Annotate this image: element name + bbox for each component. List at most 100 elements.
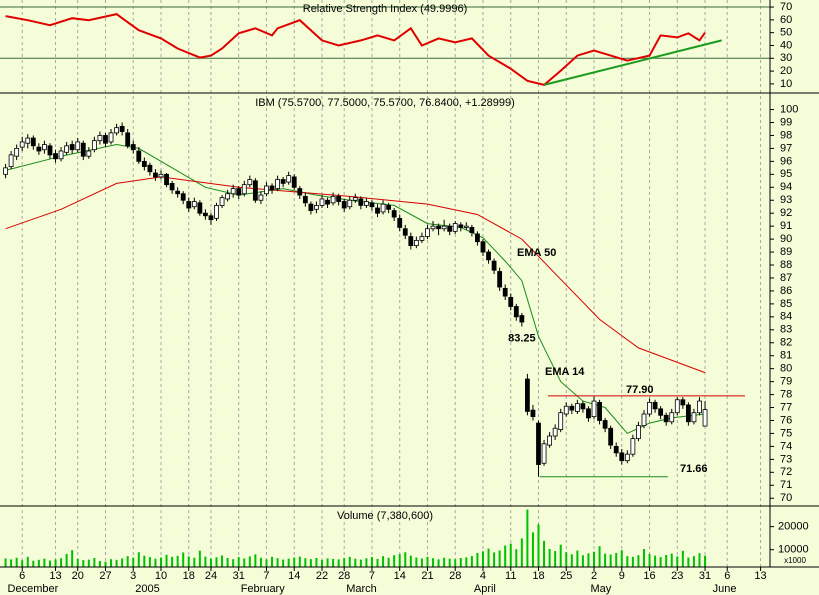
x-tick-label: 2 bbox=[591, 570, 597, 582]
candle-body bbox=[119, 125, 125, 132]
candle-body bbox=[702, 409, 708, 427]
y-tick-label: 85 bbox=[780, 298, 792, 310]
candle-body bbox=[475, 233, 480, 243]
candle-body bbox=[36, 146, 42, 152]
y-tick-label: 71 bbox=[780, 479, 792, 491]
y-tick-label: 96 bbox=[780, 155, 792, 167]
candle-body bbox=[563, 405, 569, 415]
volume-bar bbox=[148, 557, 151, 567]
volume-bar bbox=[587, 553, 590, 567]
volume-bar bbox=[520, 538, 523, 567]
candle-body bbox=[630, 438, 636, 455]
candle-body bbox=[258, 194, 264, 201]
candle-body bbox=[674, 399, 680, 414]
y-tick-label: 73 bbox=[780, 453, 792, 465]
volume-bar bbox=[559, 544, 562, 567]
candle-body bbox=[247, 179, 253, 186]
candle-body bbox=[558, 412, 564, 430]
y-tick-label: 76 bbox=[780, 414, 792, 426]
candle-body bbox=[30, 137, 36, 147]
volume-bar bbox=[593, 551, 596, 567]
candle-body bbox=[430, 225, 436, 230]
volume-bar bbox=[365, 558, 368, 567]
level-label: 71.66 bbox=[680, 463, 708, 475]
volume-bar bbox=[493, 552, 496, 567]
panel-title: Volume (7,380,600) bbox=[337, 510, 433, 522]
x-tick-label: 18 bbox=[532, 570, 544, 582]
volume-bar bbox=[692, 556, 695, 567]
candle-body bbox=[358, 198, 364, 206]
volume-bar bbox=[243, 558, 246, 567]
volume-bar bbox=[481, 551, 484, 567]
candle-body bbox=[47, 145, 53, 156]
volume-bar bbox=[43, 558, 46, 567]
y-tick-label: 20000 bbox=[778, 521, 809, 533]
candle-body bbox=[64, 145, 70, 153]
volume-bar bbox=[87, 559, 90, 567]
y-tick-label: 97 bbox=[780, 142, 792, 154]
volume-bar bbox=[110, 559, 113, 567]
candle-body bbox=[402, 228, 408, 236]
volume-bar bbox=[71, 550, 74, 567]
volume-bar bbox=[465, 557, 468, 567]
candle-body bbox=[352, 197, 358, 201]
series-label: EMA 50 bbox=[517, 247, 556, 259]
x-tick-label: 3 bbox=[130, 570, 136, 582]
candle-body bbox=[486, 251, 491, 261]
volume-bar bbox=[343, 558, 346, 567]
volume-bar bbox=[676, 556, 679, 567]
volume-bar bbox=[515, 549, 518, 567]
month-label: 2005 bbox=[135, 583, 159, 595]
candle-body bbox=[624, 453, 630, 462]
volume-bar bbox=[204, 556, 207, 567]
candle-body bbox=[547, 435, 553, 446]
volume-bar bbox=[487, 548, 490, 567]
y-tick-label: 10 bbox=[780, 78, 792, 90]
x-tick-label: 11 bbox=[505, 570, 516, 582]
volume-bar bbox=[437, 559, 440, 567]
volume-bar bbox=[76, 558, 79, 567]
candle-body bbox=[447, 225, 453, 232]
volume-bar bbox=[265, 559, 268, 567]
volume-bar bbox=[387, 557, 390, 567]
candle-body bbox=[330, 195, 336, 204]
volume-bar bbox=[576, 550, 579, 567]
candle-body bbox=[219, 197, 225, 206]
candle-body bbox=[347, 199, 353, 208]
y-tick-label: 99 bbox=[780, 116, 792, 128]
trend-line bbox=[543, 39, 722, 86]
candle-body bbox=[297, 188, 303, 196]
candle-body bbox=[641, 413, 647, 427]
volume-bar bbox=[98, 561, 101, 567]
month-label: April bbox=[474, 583, 496, 595]
volume-bar bbox=[259, 557, 262, 567]
x-tick-label: 25 bbox=[560, 570, 572, 582]
y-tick-label: 82 bbox=[780, 337, 792, 349]
candle-body bbox=[691, 412, 697, 423]
candle-body bbox=[8, 154, 14, 167]
volume-bar bbox=[332, 558, 335, 567]
candle-body bbox=[69, 144, 75, 151]
candle-body bbox=[685, 404, 691, 423]
series-label: EMA 14 bbox=[545, 366, 585, 378]
x-tick-label: 24 bbox=[205, 570, 217, 582]
candle-body bbox=[86, 150, 92, 157]
candle-body bbox=[336, 195, 342, 202]
volume-bar bbox=[409, 555, 412, 567]
ema-line bbox=[5, 176, 706, 374]
y-tick-label: 100 bbox=[780, 103, 798, 115]
x-tick-label: 6 bbox=[19, 570, 25, 582]
volume-bar bbox=[187, 556, 190, 567]
volume-bar bbox=[304, 558, 307, 567]
volume-bar bbox=[615, 552, 618, 567]
volume-bar bbox=[198, 550, 201, 567]
candle-body bbox=[225, 193, 231, 200]
volume-bar bbox=[237, 557, 240, 567]
volume-bar bbox=[26, 556, 29, 567]
candle-body bbox=[386, 205, 392, 210]
candle-body bbox=[103, 135, 108, 144]
candle-body bbox=[364, 201, 369, 206]
candle-body bbox=[413, 240, 419, 246]
